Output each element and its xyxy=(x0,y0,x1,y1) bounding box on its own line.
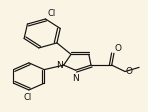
Text: N: N xyxy=(56,61,62,70)
Text: Cl: Cl xyxy=(47,9,55,18)
Text: O: O xyxy=(115,44,122,53)
Text: O: O xyxy=(126,67,133,76)
Text: Cl: Cl xyxy=(24,92,32,101)
Text: N: N xyxy=(72,73,79,82)
